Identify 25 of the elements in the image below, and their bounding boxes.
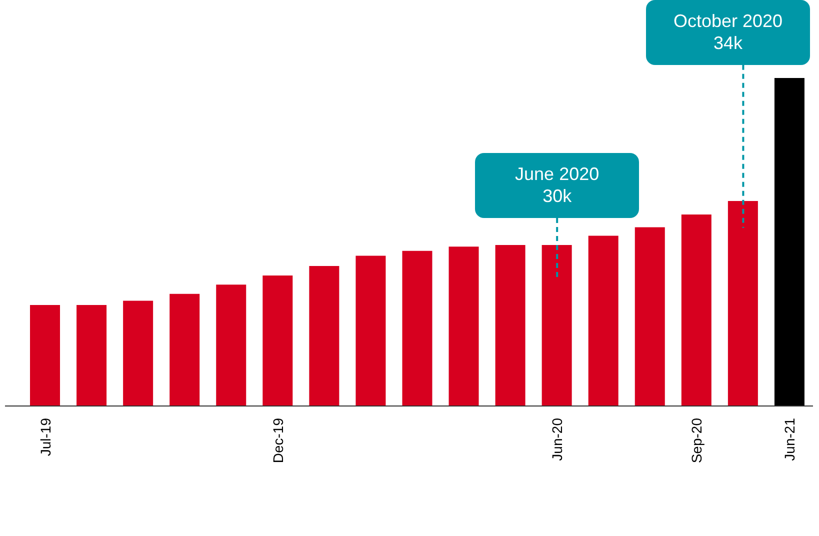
bar (170, 294, 200, 406)
bar (542, 244, 572, 406)
bar (262, 275, 293, 406)
bar (448, 246, 479, 406)
bar (76, 304, 107, 406)
x-tick-label: Jun-21 (782, 418, 798, 461)
x-tick-label: Jun-20 (549, 418, 566, 461)
callout-box: October 2020 34k (646, 0, 810, 65)
bar (681, 214, 712, 406)
bar (634, 227, 665, 406)
bar (309, 266, 340, 406)
bar (774, 78, 804, 406)
bar (402, 250, 432, 406)
x-tick-label: Jul-19 (37, 418, 54, 456)
bar (356, 256, 386, 406)
callout-box: June 2020 30k (475, 152, 640, 218)
annotation: June 2020 30k (515, 163, 600, 208)
bar (216, 284, 246, 406)
bar (728, 200, 758, 406)
bar (30, 304, 60, 406)
bar (588, 236, 618, 406)
x-tick-label: Dec-19 (270, 418, 286, 464)
bar (123, 300, 154, 406)
bar (495, 244, 526, 406)
x-tick-label: Sep-20 (688, 418, 705, 464)
